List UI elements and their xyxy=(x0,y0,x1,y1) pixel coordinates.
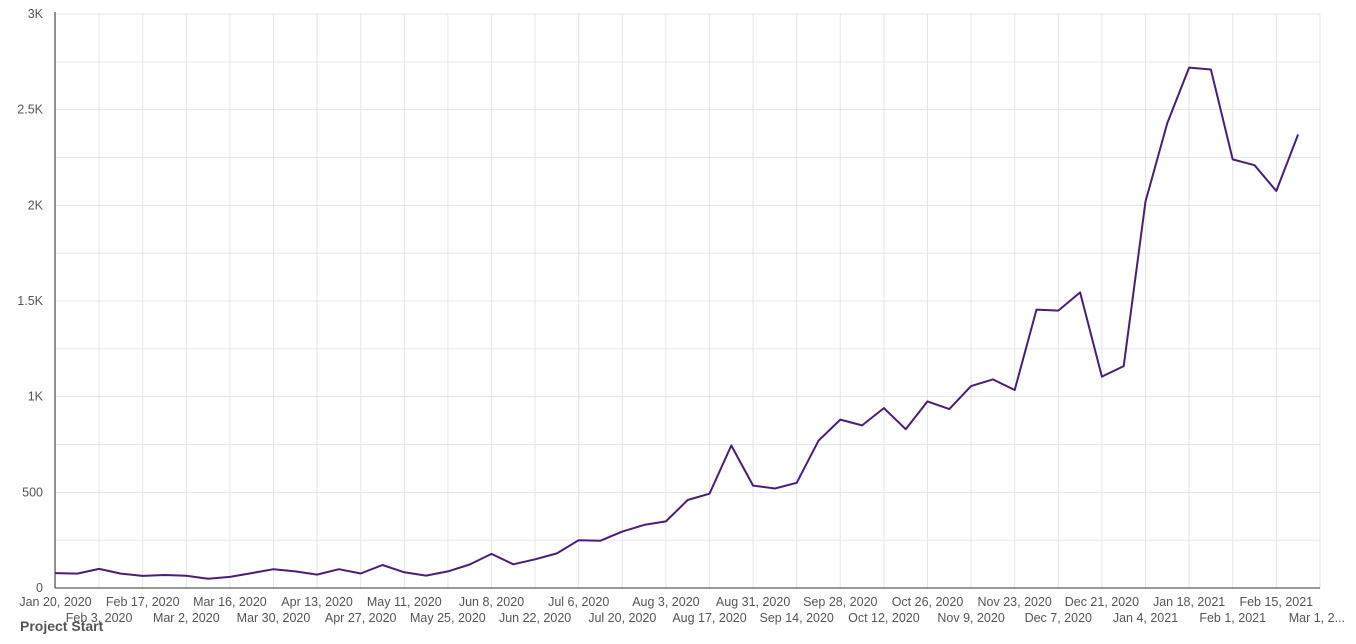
x-tick-label: Oct 26, 2020 xyxy=(892,595,964,609)
x-tick-label: Apr 13, 2020 xyxy=(281,595,353,609)
x-tick-label: Jun 8, 2020 xyxy=(459,595,524,609)
x-tick-label: Aug 3, 2020 xyxy=(632,595,699,609)
y-axis-tick-labels: 0 500 1K 1.5K 2K 2.5K 3K xyxy=(17,7,43,595)
y-tick-label: 2.5K xyxy=(17,103,43,117)
x-tick-label: Jan 18, 2021 xyxy=(1153,595,1225,609)
y-tick-label: 500 xyxy=(22,485,43,499)
y-tick-label: 3K xyxy=(28,7,44,21)
x-tick-label: Dec 21, 2020 xyxy=(1065,595,1139,609)
x-axis-tick-labels: Jan 20, 2020 Feb 3, 2020 Feb 17, 2020 Mar 2… xyxy=(19,595,1345,625)
x-tick-label: Jan 4, 2021 xyxy=(1113,611,1178,625)
x-tick-label: Jun 22, 2020 xyxy=(499,611,571,625)
x-tick-label: Jul 20, 2020 xyxy=(588,611,656,625)
x-tick-label: Mar 16, 2020 xyxy=(193,595,267,609)
grid-lines xyxy=(55,13,1321,589)
x-tick-label: Mar 2, 2020 xyxy=(153,611,220,625)
x-tick-label: Aug 17, 2020 xyxy=(672,611,746,625)
series-line xyxy=(55,66,1300,580)
x-tick-label: May 11, 2020 xyxy=(367,595,442,609)
x-tick-label: Sep 28, 2020 xyxy=(803,595,877,609)
x-tick-label: Jul 6, 2020 xyxy=(548,595,609,609)
y-tick-label: 1K xyxy=(28,390,44,404)
y-tick-label: 0 xyxy=(36,581,43,595)
x-tick-label: May 25, 2020 xyxy=(410,611,486,625)
x-axis-title: Project Start xyxy=(20,618,104,634)
x-tick-label: Dec 7, 2020 xyxy=(1025,611,1092,625)
series-layer xyxy=(55,66,1300,580)
x-tick-label: Feb 1, 2021 xyxy=(1199,611,1266,625)
x-tick-label: Apr 27, 2020 xyxy=(325,611,397,625)
x-tick-label: Jan 20, 2020 xyxy=(19,595,91,609)
x-tick-label: Feb 3, 2020 xyxy=(66,611,133,625)
x-tick-label: Feb 15, 2021 xyxy=(1239,595,1313,609)
x-tick-label: Nov 9, 2020 xyxy=(937,611,1004,625)
y-tick-label: 2K xyxy=(28,198,44,212)
x-tick-label: Nov 23, 2020 xyxy=(978,595,1052,609)
y-tick-label: 1.5K xyxy=(17,294,43,308)
x-tick-label: Mar 30, 2020 xyxy=(237,611,311,625)
x-tick-label: Mar 1, 2... xyxy=(1289,611,1345,625)
axes xyxy=(54,12,1320,589)
x-tick-label: Sep 14, 2020 xyxy=(760,611,834,625)
x-tick-label: Aug 31, 2020 xyxy=(716,595,790,609)
x-tick-label: Feb 17, 2020 xyxy=(106,595,180,609)
x-tick-label: Oct 12, 2020 xyxy=(848,611,920,625)
